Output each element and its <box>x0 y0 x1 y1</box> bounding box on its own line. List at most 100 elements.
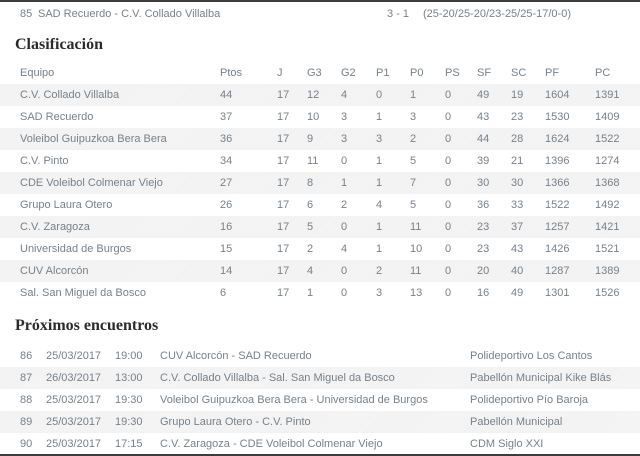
stat-cell: 1 <box>376 243 383 255</box>
stat-cell: 43 <box>511 243 524 255</box>
match-number: 85 <box>20 8 33 20</box>
fixture-row: 87 26/03/2017 13:00 C.V. Collado Villalb… <box>0 367 640 389</box>
stat-cell: 49 <box>511 287 524 299</box>
stat-cell: 10 <box>410 243 423 255</box>
stat-cell: 17 <box>277 155 290 167</box>
stat-cell: 17 <box>277 265 290 277</box>
fixture-venue: Polideportivo Los Cantos <box>470 350 593 362</box>
team-name-cell: CUV Alcorcón <box>20 265 89 277</box>
stat-cell: 19 <box>511 89 524 101</box>
stat-cell: 17 <box>277 133 290 145</box>
stat-cell: 33 <box>511 199 524 211</box>
column-header-pc: PC <box>595 67 611 79</box>
stat-cell: 2 <box>307 243 314 255</box>
fixture-venue: Pabellón Municipal Kike Blás <box>470 372 612 384</box>
standings-row: Sal. San Miguel da Bosco 6 17 1 0 3 13 0… <box>0 282 640 304</box>
team-name-cell: Sal. San Miguel da Bosco <box>20 287 146 299</box>
fixtures-title: Próximos encuentros <box>15 317 159 334</box>
fixture-number: 87 <box>20 372 33 384</box>
fixture-date: 25/03/2017 <box>46 438 102 450</box>
stat-cell: 0 <box>376 89 383 101</box>
stat-cell: 1 <box>376 155 383 167</box>
stat-cell: 17 <box>277 177 290 189</box>
team-name-cell: C.V. Pinto <box>20 155 69 167</box>
stat-cell: 12 <box>307 89 320 101</box>
stat-cell: 21 <box>511 155 524 167</box>
team-name-cell: Universidad de Burgos <box>20 243 132 255</box>
stat-cell: 23 <box>477 243 490 255</box>
stat-cell: 8 <box>307 177 314 189</box>
stat-cell: 0 <box>445 111 452 123</box>
stat-cell: 44 <box>220 89 233 101</box>
stat-cell: 27 <box>220 177 233 189</box>
stat-cell: 28 <box>511 133 524 145</box>
stat-cell: 1 <box>307 287 314 299</box>
stat-cell: 1 <box>341 177 348 189</box>
team-name-cell: C.V. Zaragoza <box>20 221 90 233</box>
fixture-row: 86 25/03/2017 19:00 CUV Alcorcón - SAD R… <box>0 345 640 367</box>
stat-cell: 1492 <box>595 199 620 211</box>
fixture-match: Voleibol Guipuzkoa Bera Bera - Universid… <box>160 394 428 406</box>
stat-cell: 3 <box>341 111 348 123</box>
stat-cell: 49 <box>477 89 490 101</box>
stat-cell: 36 <box>220 133 233 145</box>
stat-cell: 17 <box>277 221 290 233</box>
stat-cell: 26 <box>220 199 233 211</box>
stat-cell: 0 <box>341 221 348 233</box>
stat-cell: 1426 <box>545 243 570 255</box>
standings-row: Voleibol Guipuzkoa Bera Bera 36 17 9 3 3… <box>0 128 640 150</box>
fixture-venue: Pabellón Municipal <box>470 416 563 428</box>
stat-cell: 4 <box>341 89 348 101</box>
stat-cell: 39 <box>477 155 490 167</box>
stat-cell: 17 <box>277 243 290 255</box>
stat-cell: 23 <box>511 111 524 123</box>
stat-cell: 1 <box>376 111 383 123</box>
stat-cell: 1530 <box>545 111 570 123</box>
fixture-date: 26/03/2017 <box>46 372 102 384</box>
standings-row: CUV Alcorcón 14 17 4 0 2 11 0 20 40 1287… <box>0 260 640 282</box>
stat-cell: 0 <box>445 177 452 189</box>
standings-row: Universidad de Burgos 15 17 2 4 1 10 0 2… <box>0 238 640 260</box>
stat-cell: 1522 <box>545 199 570 211</box>
stat-cell: 20 <box>477 265 490 277</box>
stat-cell: 1 <box>376 221 383 233</box>
stat-cell: 16 <box>477 287 490 299</box>
stat-cell: 0 <box>445 221 452 233</box>
stat-cell: 17 <box>277 287 290 299</box>
stat-cell: 36 <box>477 199 490 211</box>
stat-cell: 16 <box>220 221 233 233</box>
standings-row: SAD Recuerdo 37 17 10 3 1 3 0 43 23 1530… <box>0 106 640 128</box>
column-header-ptos: Ptos <box>220 67 243 79</box>
stat-cell: 13 <box>410 287 423 299</box>
fixture-time: 19:00 <box>115 350 143 362</box>
stat-cell: 4 <box>307 265 314 277</box>
stat-cell: 11 <box>307 155 319 167</box>
stat-cell: 1391 <box>595 89 620 101</box>
fixture-row: 90 25/03/2017 17:15 C.V. Zaragoza - CDE … <box>0 433 640 454</box>
column-header-p0: P0 <box>410 67 424 79</box>
fixture-match: CUV Alcorcón - SAD Recuerdo <box>160 350 312 362</box>
fixture-row: 88 25/03/2017 19:30 Voleibol Guipuzkoa B… <box>0 389 640 411</box>
stat-cell: 0 <box>445 133 452 145</box>
result-row: 85 SAD Recuerdo - C.V. Collado Villalba … <box>0 2 640 26</box>
standings-table: Equipo Ptos J G3 G2 P1 P0 PS SF SC PF PC… <box>0 62 640 304</box>
column-header-g3: G3 <box>307 67 322 79</box>
stat-cell: 34 <box>220 155 233 167</box>
stat-cell: 1368 <box>595 177 620 189</box>
stat-cell: 5 <box>410 199 417 211</box>
fixture-time: 19:30 <box>115 416 143 428</box>
stat-cell: 0 <box>445 155 452 167</box>
stat-cell: 37 <box>220 111 233 123</box>
fixture-match: C.V. Collado Villalba - Sal. San Miguel … <box>160 372 395 384</box>
column-header-p1: P1 <box>376 67 390 79</box>
stat-cell: 11 <box>410 265 422 277</box>
stat-cell: 6 <box>307 199 314 211</box>
column-header-sf: SF <box>477 67 492 79</box>
stat-cell: 1274 <box>595 155 620 167</box>
stat-cell: 9 <box>307 133 314 145</box>
fixture-date: 25/03/2017 <box>46 416 102 428</box>
stat-cell: 1366 <box>545 177 570 189</box>
fixtures-list: 86 25/03/2017 19:00 CUV Alcorcón - SAD R… <box>0 345 640 454</box>
standings-row: C.V. Pinto 34 17 11 0 1 5 0 39 21 1396 1… <box>0 150 640 172</box>
